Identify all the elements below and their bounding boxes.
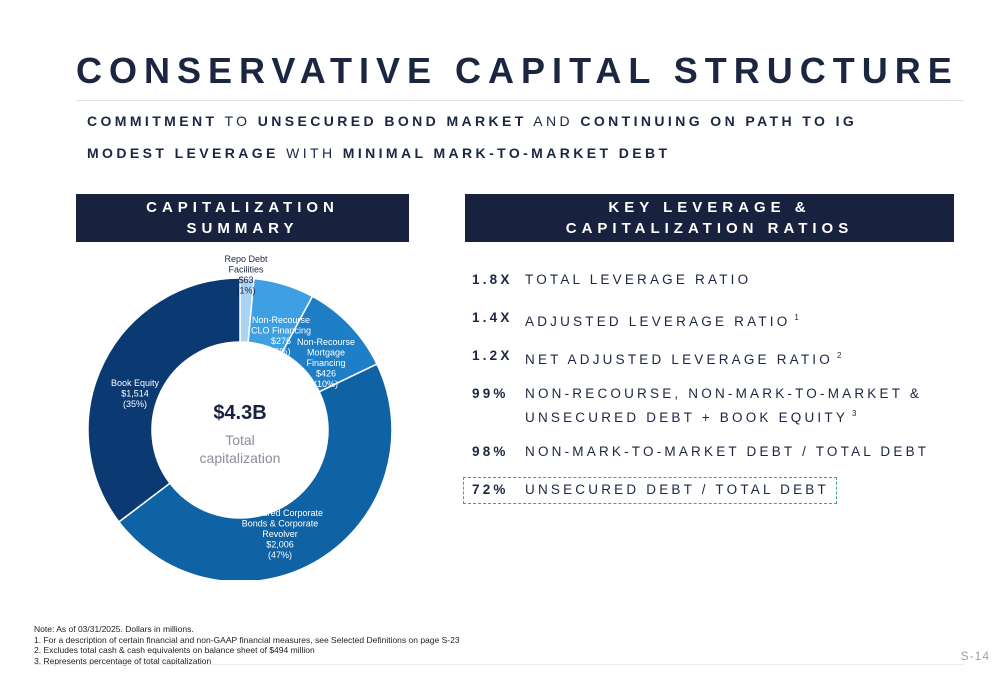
title-divider	[76, 100, 964, 101]
ratio-value: 1.2X	[472, 348, 513, 363]
left-header-line-1: CAPITALIZATION	[146, 199, 339, 216]
ratio-description: NON-MARK-TO-MARKET DEBT / TOTAL DEBT	[525, 444, 930, 459]
ratio-value: 72%	[472, 482, 509, 497]
ratio-description: TOTAL LEVERAGE RATIO	[525, 272, 752, 287]
left-header-line-2: SUMMARY	[186, 220, 299, 237]
ratio-description-text: NET ADJUSTED LEVERAGE RATIO	[525, 352, 833, 367]
footnote-line: 3. Represents percentage of total capita…	[34, 655, 212, 666]
donut-slice-label: Repo Debt Facilities $63 (1%)	[224, 254, 268, 296]
page-number: S-14	[960, 649, 990, 663]
ratio-description: NON-RECOURSE, NON-MARK-TO-MARKET & UNSEC…	[525, 384, 922, 428]
donut-slices	[87, 277, 393, 580]
right-header-line-1: KEY LEVERAGE &	[608, 199, 811, 216]
donut-slice-label: Unsecured Corporate Bonds & Corporate Revo…	[237, 508, 323, 560]
subtitle-1-part-5: CONTINUING ON PATH TO IG	[580, 113, 858, 129]
subtitle-line-2: MODEST LEVERAGE WITH MINIMAL MARK-TO-MAR…	[87, 145, 670, 161]
ratio-description-text: ADJUSTED LEVERAGE RATIO	[525, 314, 791, 329]
footnotes: Note: As of 03/31/2025. Dollars in milli…	[34, 624, 460, 666]
donut-slice-label: Non-Recourse Mortgage Financing $426 (10%)	[297, 337, 355, 389]
ratio-description-line-2: UNSECURED DEBT + BOOK EQUITY	[525, 410, 849, 425]
capitalization-donut-chart: Repo Debt Facilities $63 (1%) Non-Recourse CL…	[87, 254, 393, 580]
ratio-item: 98% NON-MARK-TO-MARKET DEBT / TOTAL DEBT	[472, 442, 929, 462]
donut-center-value: $4.3B	[213, 402, 266, 424]
donut-slice-label: Book Equity $1,514 (35%)	[111, 378, 160, 409]
donut-slice-label: Non-Recourse CLO Financing $276 (6%)	[251, 315, 311, 357]
subtitle-2-part-1: MODEST LEVERAGE	[87, 145, 279, 161]
subtitle-1-part-2: TO	[224, 113, 251, 129]
ratio-description: ADJUSTED LEVERAGE RATIO 1	[525, 308, 799, 332]
subtitle-2-part-2: WITH	[286, 145, 336, 161]
key-ratios-header: KEY LEVERAGE & CAPITALIZATION RATIOS	[465, 194, 954, 242]
footnote-marker: 1	[794, 313, 799, 322]
donut-center-label-1: Total	[225, 432, 255, 448]
subtitle-1-part-1: COMMITMENT	[87, 113, 218, 129]
ratio-value: 98%	[472, 444, 509, 459]
ratio-value: 1.4X	[472, 310, 513, 325]
subtitle-line-1: COMMITMENT TO UNSECURED BOND MARKET AND …	[87, 113, 857, 129]
footnote-line: Note: As of 03/31/2025. Dollars in milli…	[34, 624, 194, 634]
donut-center-label-2: capitalization	[200, 450, 281, 466]
ratio-description-line-1: NON-RECOURSE, NON-MARK-TO-MARKET &	[525, 386, 923, 401]
footnote-marker: 2	[836, 351, 842, 360]
ratio-description: UNSECURED DEBT / TOTAL DEBT	[525, 482, 829, 497]
ratio-value: 1.8X	[472, 272, 513, 287]
ratio-item: 1.4X ADJUSTED LEVERAGE RATIO 1	[472, 308, 799, 332]
right-header-line-2: CAPITALIZATION RATIOS	[565, 220, 854, 237]
donut-slice	[87, 277, 241, 523]
footnote-line: 2. Excludes total cash & cash equivalent…	[34, 645, 315, 655]
footnote-line: 1. For a description of certain financia…	[34, 634, 460, 645]
subtitle-1-part-3: UNSECURED BOND MARKET	[257, 113, 527, 129]
subtitle-1-part-4: AND	[533, 113, 574, 129]
capitalization-summary-header: CAPITALIZATION SUMMARY	[76, 194, 409, 242]
ratio-item: 1.8X TOTAL LEVERAGE RATIO	[472, 270, 751, 290]
ratio-value: 99%	[472, 386, 509, 401]
ratio-item-highlighted: 72% UNSECURED DEBT / TOTAL DEBT	[472, 480, 829, 500]
ratio-item: 1.2X NET ADJUSTED LEVERAGE RATIO 2	[472, 346, 841, 370]
ratio-item: 99% NON-RECOURSE, NON-MARK-TO-MARKET & U…	[472, 384, 922, 428]
page-title: CONSERVATIVE CAPITAL STRUCTURE	[76, 50, 959, 91]
footnote-marker: 3	[852, 409, 857, 418]
footer-divider	[34, 664, 964, 665]
ratio-description: NET ADJUSTED LEVERAGE RATIO 2	[525, 346, 841, 370]
donut-slice-labels: Repo Debt Facilities $63 (1%) Non-Recourse CL…	[111, 254, 355, 560]
subtitle-2-part-3: MINIMAL MARK-TO-MARKET DEBT	[342, 145, 671, 161]
donut-slice	[117, 363, 393, 580]
highlight-dashed-box	[463, 477, 837, 504]
